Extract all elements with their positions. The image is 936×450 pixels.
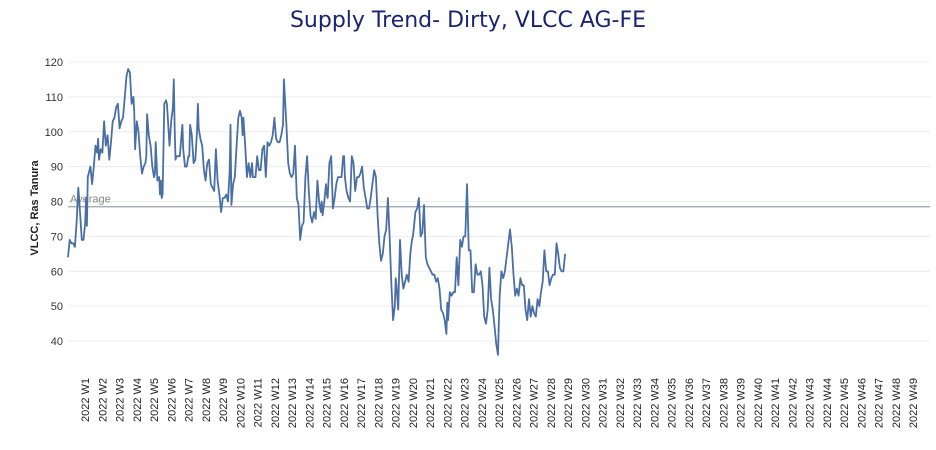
y-tick-label: 60 <box>51 266 63 278</box>
x-tick-label: 2022 W31 <box>598 378 610 428</box>
y-tick-label: 100 <box>45 127 63 139</box>
x-tick-label: 2022 W8 <box>201 378 213 422</box>
y-axis-label: VLCC, Ras Tanura <box>29 160 41 256</box>
x-tick-label: 2022 W45 <box>839 378 851 428</box>
x-tick-label: 2022 W47 <box>874 378 886 428</box>
x-tick-label: 2022 W40 <box>753 378 765 428</box>
x-tick-label: 2022 W14 <box>304 378 316 428</box>
x-tick-label: 2022 W35 <box>667 378 679 428</box>
x-tick-label: 2022 W15 <box>322 378 334 428</box>
x-tick-label: 2022 W41 <box>770 378 782 428</box>
x-tick-label: 2022 W22 <box>442 378 454 428</box>
y-tick-label: 90 <box>51 162 63 174</box>
x-tick-label: 2022 W37 <box>701 378 713 428</box>
x-tick-label: 2022 W9 <box>218 378 230 422</box>
x-tick-label: 2022 W23 <box>460 378 472 428</box>
x-tick-label: 2022 W13 <box>287 378 299 428</box>
x-tick-label: 2022 W42 <box>787 378 799 428</box>
x-tick-label: 2022 W12 <box>270 378 282 428</box>
x-tick-label: 2022 W6 <box>166 378 178 422</box>
average-label: Average <box>70 194 111 206</box>
x-tick-label: 2022 W36 <box>684 378 696 428</box>
x-tick-label: 2022 W38 <box>718 378 730 428</box>
series-line <box>67 68 566 356</box>
x-tick-label: 2022 W25 <box>494 378 506 428</box>
chart-title: Supply Trend- Dirty, VLCC AG-FE <box>289 8 647 33</box>
x-tick-label: 2022 W11 <box>253 378 265 427</box>
y-tick-label: 80 <box>51 197 63 209</box>
x-tick-label: 2022 W28 <box>546 378 558 428</box>
x-tick-label: 2022 W26 <box>511 378 523 428</box>
x-tick-label: 2022 W46 <box>856 378 868 428</box>
x-tick-label: 2022 W34 <box>649 378 661 428</box>
x-axis-ticks: 2022 W1 2022 W2 2022 W3 2022 W4 2022 W5 2022 … <box>80 378 920 428</box>
x-tick-label: 2022 W5 <box>149 378 161 422</box>
x-tick-label: 2022 W19 <box>391 378 403 428</box>
y-tick-label: 70 <box>51 231 63 243</box>
x-tick-label: 2022 W20 <box>408 378 420 428</box>
y-tick-label: 40 <box>51 336 63 348</box>
x-tick-label: 2022 W17 <box>356 378 368 428</box>
y-tick-label: 110 <box>45 92 63 104</box>
x-tick-label: 2022 W48 <box>891 378 903 428</box>
average-reference: Average <box>68 194 930 208</box>
y-tick-label: 50 <box>51 301 63 313</box>
x-tick-label: 2022 W29 <box>563 378 575 428</box>
x-tick-label: 2022 W39 <box>736 378 748 428</box>
x-tick-label: 2022 W24 <box>477 378 489 428</box>
y-axis-ticks: 40 50 60 70 80 90 100 110 120 <box>45 57 63 348</box>
x-tick-label: 2022 W49 <box>908 378 920 428</box>
x-tick-label: 2022 W1 <box>80 378 92 422</box>
x-tick-label: 2022 W44 <box>822 378 834 428</box>
x-tick-label: 2022 W2 <box>97 378 109 422</box>
x-tick-label: 2022 W33 <box>632 378 644 428</box>
x-tick-label: 2022 W43 <box>805 378 817 428</box>
x-tick-label: 2022 W27 <box>529 378 541 428</box>
x-tick-label: 2022 W3 <box>115 378 127 422</box>
x-tick-label: 2022 W18 <box>373 378 385 428</box>
x-tick-label: 2022 W4 <box>132 378 144 422</box>
x-tick-label: 2022 W16 <box>339 378 351 428</box>
x-tick-label: 2022 W7 <box>184 378 196 422</box>
series-group <box>67 68 566 356</box>
x-tick-label: 2022 W21 <box>425 378 437 428</box>
y-tick-label: 120 <box>45 57 63 69</box>
x-tick-label: 2022 W32 <box>615 378 627 428</box>
x-tick-label: 2022 W10 <box>235 378 247 428</box>
x-tick-label: 2022 W30 <box>580 378 592 428</box>
